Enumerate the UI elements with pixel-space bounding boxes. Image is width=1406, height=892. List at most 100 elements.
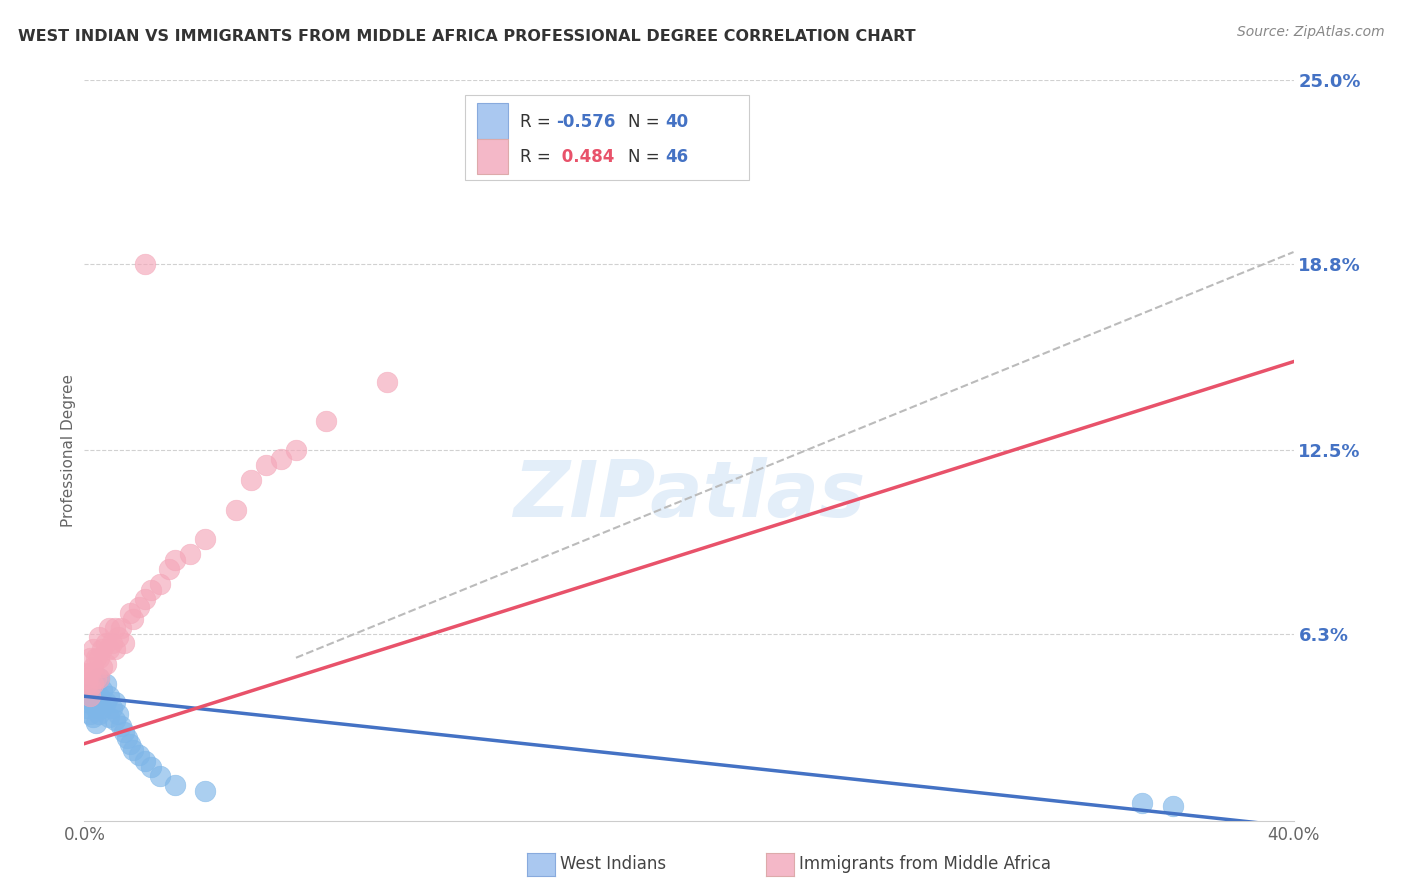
Point (225, 502, 247, 516)
Point (97, 641, 120, 656)
Text: 0.484: 0.484 (555, 148, 614, 166)
Text: R =: R = (520, 148, 555, 166)
Point (79, 690, 101, 704)
Text: -0.576: -0.576 (555, 112, 616, 131)
Point (118, 607, 141, 621)
Point (76, 672, 98, 686)
Point (94, 695, 117, 709)
Point (270, 452, 292, 467)
Text: ZIPatlas: ZIPatlas (513, 457, 865, 533)
Point (91, 683, 114, 698)
Point (97, 690, 120, 704)
Point (91, 701, 114, 715)
Point (121, 612, 143, 626)
Point (194, 784, 217, 798)
Point (79, 681, 101, 695)
Point (79, 650, 101, 665)
Text: West Indians: West Indians (560, 855, 665, 873)
Point (82, 641, 104, 656)
Point (104, 641, 127, 656)
Point (82, 695, 104, 709)
Point (94, 657, 117, 671)
Point (375, 376, 398, 390)
Point (89, 672, 111, 686)
Point (165, 553, 187, 567)
Point (118, 737, 141, 751)
Point (89, 706, 111, 721)
Point (239, 473, 262, 487)
Point (76, 665, 98, 680)
Point (89, 690, 111, 704)
Point (104, 621, 127, 635)
Point (179, 547, 201, 561)
Point (254, 458, 277, 473)
Point (110, 621, 132, 635)
Text: N =: N = (628, 112, 665, 131)
Point (139, 760, 162, 774)
Text: WEST INDIAN VS IMMIGRANTS FROM MIDDLE AFRICA PROFESSIONAL DEGREE CORRELATION CHA: WEST INDIAN VS IMMIGRANTS FROM MIDDLE AF… (18, 29, 915, 44)
Point (86, 715, 108, 730)
Point (91, 659, 114, 673)
Point (1161, 798, 1184, 813)
Point (86, 650, 108, 665)
Point (165, 778, 187, 792)
Point (194, 533, 217, 547)
Point (104, 713, 127, 727)
Point (149, 769, 172, 783)
Point (89, 650, 111, 665)
Point (76, 677, 98, 691)
Point (86, 677, 108, 691)
Point (82, 690, 104, 704)
Point (94, 677, 117, 691)
Point (86, 672, 108, 686)
Point (139, 582, 162, 597)
Text: 40: 40 (665, 112, 688, 131)
Point (112, 724, 135, 739)
Point (104, 695, 127, 709)
Point (134, 755, 156, 769)
Point (91, 641, 114, 656)
Point (588, 162, 610, 177)
Text: N =: N = (628, 148, 665, 166)
Y-axis label: Professional Degree: Professional Degree (60, 374, 76, 527)
Point (79, 692, 101, 706)
Point (315, 414, 337, 428)
Point (110, 719, 132, 733)
FancyBboxPatch shape (478, 139, 508, 174)
Point (82, 677, 104, 691)
Point (82, 659, 104, 673)
Point (100, 701, 122, 715)
Point (89, 630, 111, 644)
Point (107, 706, 129, 721)
Point (107, 630, 129, 644)
Text: R =: R = (520, 112, 555, 131)
Point (79, 681, 101, 695)
Point (89, 672, 111, 686)
FancyBboxPatch shape (465, 95, 749, 180)
Point (1130, 796, 1153, 810)
Text: Immigrants from Middle Africa: Immigrants from Middle Africa (799, 855, 1050, 873)
Point (82, 683, 104, 698)
Point (94, 636, 117, 650)
Point (128, 600, 150, 615)
Point (82, 710, 104, 724)
Point (76, 701, 98, 715)
Point (128, 748, 150, 763)
Point (157, 562, 180, 576)
Point (76, 690, 98, 704)
Point (76, 695, 98, 709)
Point (79, 665, 101, 680)
Point (115, 731, 138, 745)
Text: Source: ZipAtlas.com: Source: ZipAtlas.com (1237, 25, 1385, 39)
Point (86, 701, 108, 715)
Point (79, 706, 101, 721)
FancyBboxPatch shape (478, 103, 508, 139)
Point (149, 576, 172, 591)
Point (121, 742, 143, 756)
Text: 46: 46 (665, 148, 688, 166)
Point (112, 636, 135, 650)
Point (134, 257, 156, 271)
Point (79, 686, 101, 700)
Point (100, 636, 122, 650)
Point (97, 710, 120, 724)
